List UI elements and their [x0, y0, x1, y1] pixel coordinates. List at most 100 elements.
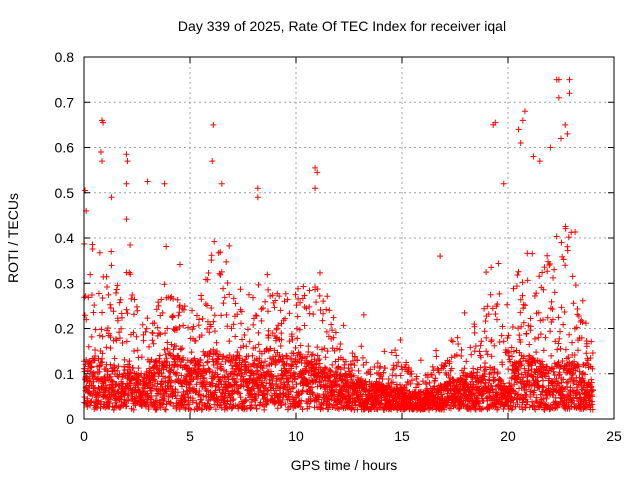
data-point — [515, 126, 522, 133]
data-point — [565, 402, 572, 409]
data-point — [349, 350, 356, 357]
data-point — [494, 301, 501, 308]
data-point — [558, 135, 564, 142]
data-point — [230, 295, 237, 302]
data-point — [189, 307, 196, 314]
data-point — [262, 373, 269, 380]
data-point — [224, 280, 231, 287]
data-point — [505, 332, 512, 339]
data-point — [549, 365, 556, 372]
data-point — [297, 351, 304, 358]
data-point — [575, 347, 582, 354]
data-point — [558, 304, 565, 311]
data-point — [548, 298, 555, 305]
data-point — [175, 375, 182, 382]
data-point — [448, 337, 455, 344]
data-point — [566, 90, 573, 97]
data-point — [354, 357, 361, 364]
data-point — [486, 405, 493, 412]
data-point — [196, 316, 203, 323]
data-point — [332, 382, 339, 389]
data-point — [221, 397, 228, 404]
data-point — [545, 367, 552, 374]
data-point — [224, 385, 231, 392]
data-point — [290, 350, 297, 357]
data-point — [514, 272, 521, 279]
data-point — [119, 381, 126, 388]
data-point — [558, 239, 565, 246]
data-point — [339, 376, 346, 383]
data-point — [199, 406, 206, 413]
data-point — [557, 328, 564, 335]
data-point — [523, 401, 530, 408]
data-point — [242, 356, 249, 363]
data-point — [320, 310, 327, 317]
data-point — [204, 359, 211, 366]
data-point — [415, 381, 422, 388]
data-point — [206, 329, 213, 336]
data-point — [519, 399, 526, 406]
data-point — [85, 294, 92, 301]
data-point — [196, 388, 203, 395]
data-point — [111, 355, 118, 362]
data-point — [588, 379, 595, 386]
data-point — [373, 378, 380, 385]
data-point — [329, 327, 336, 334]
data-point — [140, 337, 147, 344]
data-point — [499, 361, 506, 368]
data-point — [88, 398, 95, 405]
data-point — [540, 316, 547, 323]
data-point — [289, 361, 296, 368]
data-point — [221, 374, 228, 381]
data-point — [514, 379, 521, 386]
data-point — [282, 401, 289, 408]
data-point — [226, 242, 233, 249]
data-point — [540, 286, 547, 293]
data-point — [509, 324, 516, 331]
data-point — [87, 271, 94, 278]
data-point — [539, 383, 546, 390]
data-point — [173, 326, 180, 333]
data-point — [320, 298, 327, 305]
data-point — [477, 354, 484, 361]
data-point — [554, 346, 561, 353]
data-point — [254, 194, 261, 201]
data-point — [555, 94, 562, 101]
data-point — [193, 400, 200, 407]
data-point — [570, 394, 577, 401]
data-point — [378, 373, 385, 380]
data-point — [177, 261, 184, 268]
data-point — [170, 346, 177, 353]
data-point — [321, 364, 328, 371]
data-point — [528, 362, 535, 369]
data-point — [397, 336, 404, 343]
data-point — [544, 314, 551, 321]
data-point — [131, 296, 138, 303]
data-point — [167, 367, 174, 374]
data-point — [283, 360, 290, 367]
data-point — [158, 370, 165, 377]
data-point — [520, 319, 527, 326]
data-point — [91, 302, 98, 309]
data-point — [564, 247, 571, 254]
data-point — [99, 350, 106, 357]
data-point — [151, 376, 158, 383]
data-point — [162, 351, 169, 358]
data-point — [316, 292, 323, 299]
data-point — [321, 345, 328, 352]
data-point — [286, 310, 293, 317]
data-point — [234, 311, 241, 318]
data-point — [88, 363, 95, 370]
data-point — [409, 377, 416, 384]
data-point — [494, 369, 501, 376]
data-point — [534, 374, 541, 381]
data-point — [431, 383, 438, 390]
data-point — [292, 376, 299, 383]
data-point — [243, 343, 250, 350]
data-point — [255, 341, 262, 348]
data-point — [289, 385, 296, 392]
data-point — [275, 322, 282, 329]
data-point — [471, 323, 478, 330]
data-point — [281, 298, 288, 305]
data-point — [429, 363, 436, 370]
